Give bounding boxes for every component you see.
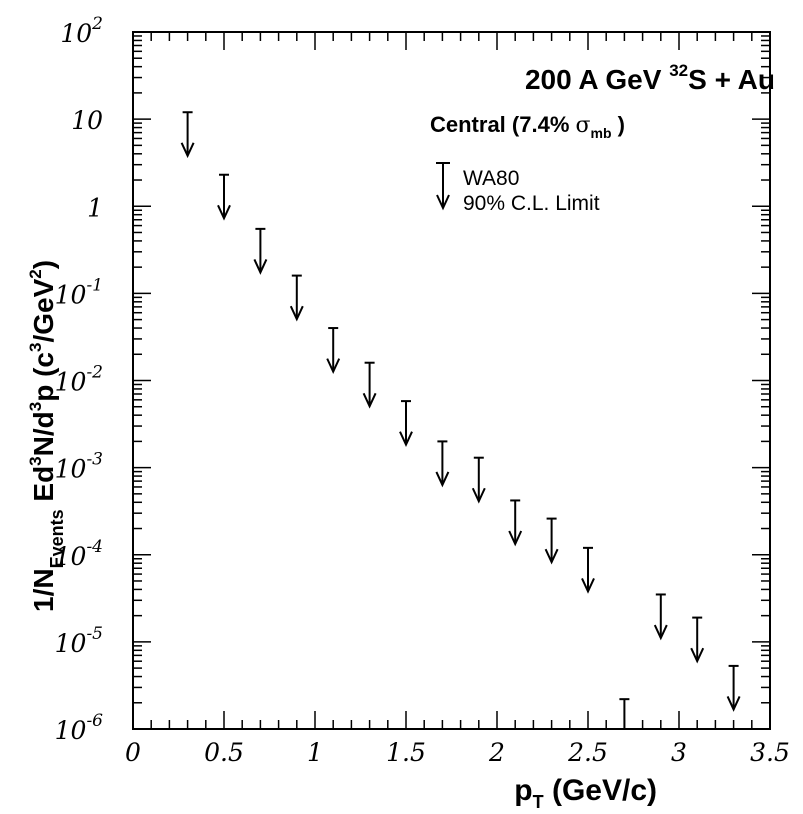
legend-label-2: 90% C.L. Limit [463,192,600,215]
upper-limit-arrow [217,173,231,221]
legend: WA80 90% C.L. Limit [436,162,600,215]
y-tick-label: 10-2 [55,363,103,397]
x-tick-label: 3 [671,738,687,767]
data-points [180,111,741,729]
upper-limit-arrow [544,517,559,565]
upper-limit-arrow [180,111,195,159]
y-tick-label: 10-1 [55,275,103,309]
upper-limit-arrow [508,499,523,547]
upper-limit-arrow [435,440,450,488]
x-tick-label: 0 [125,738,141,767]
upper-limit-arrow [690,616,705,664]
upper-limit-arrow [471,456,486,504]
x-tick-label: 1.5 [386,738,426,767]
x-axis-label: pT (GeV/c) [514,774,657,812]
y-axis-label: 1/NEvents Ed3N/d3p (c3/GeV2) [26,260,67,612]
upper-limit-arrow [619,698,630,729]
upper-limit-arrow [253,227,268,275]
upper-limit-arrow [326,327,341,374]
chart-title: 200 A GeV 32S + Au [525,61,775,95]
upper-limit-arrow [362,361,377,409]
y-tick-label: 10-3 [55,450,103,484]
legend-label-1: WA80 [463,167,519,190]
y-tick-label: 10-5 [55,624,103,658]
x-tick-label: 0.5 [204,738,244,767]
x-tick-label: 2.5 [567,738,608,767]
legend-arrow-icon [436,162,450,211]
upper-limit-arrow [399,400,413,448]
x-tick-label: 2 [488,738,505,767]
y-tick-label: 10-6 [55,711,104,745]
tick-labels: 0 0.5 1 1.5 2 2.5 3 3.5 102 10 1 10-1 10-2 10-3 10-4 10… [55,14,790,767]
y-tick-label: 10 [71,106,103,135]
x-tick-label: 1 [307,738,323,767]
x-tick-label: 3.5 [750,738,790,767]
upper-limit-arrow [653,593,668,641]
y-tick-label: 1 [87,193,103,222]
upper-limit-arrow [289,274,304,322]
ticks [132,31,771,730]
chart-subtitle: Central (7.4% σmb ) [430,112,625,141]
upper-limit-arrow [581,546,595,594]
y-tick-label: 10-4 [55,537,103,571]
upper-limit-arrow [726,664,741,712]
y-tick-label: 102 [60,14,103,48]
